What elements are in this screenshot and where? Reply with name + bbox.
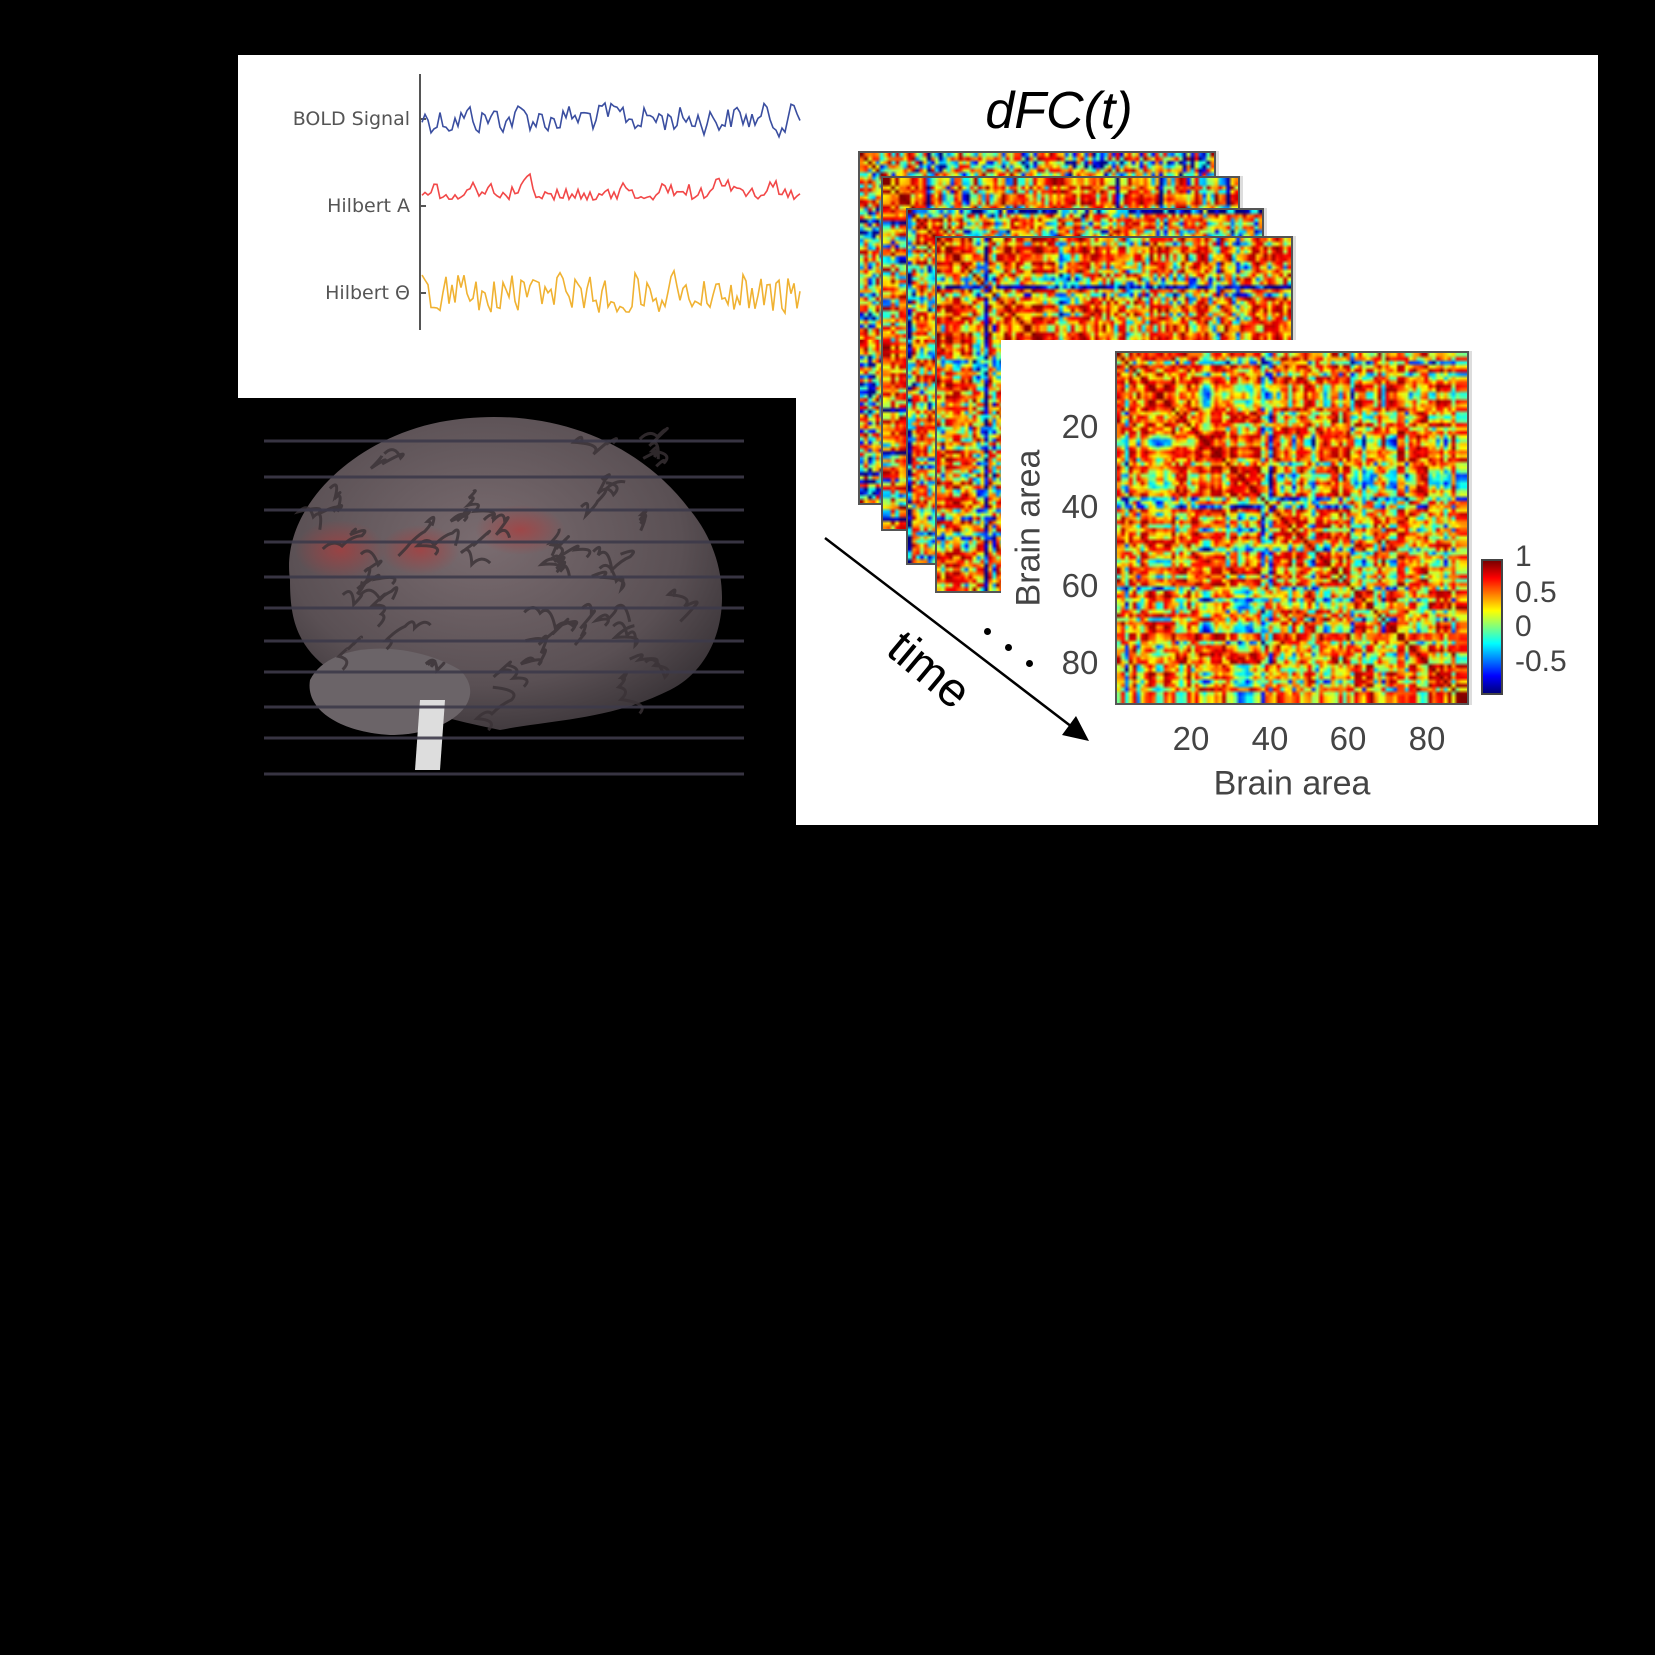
y-tick: 60 — [1061, 567, 1099, 604]
colorbar — [1481, 559, 1503, 695]
x-tick: 80 — [1408, 720, 1446, 757]
y-tick: 40 — [1061, 488, 1099, 525]
x-tick: 60 — [1329, 720, 1367, 757]
colorbar-tick: 0 — [1515, 610, 1532, 643]
slice-lines — [264, 439, 744, 776]
ellipsis-dot — [1026, 660, 1033, 667]
y-tick: 80 — [1061, 644, 1099, 681]
x-tick: 40 — [1251, 720, 1289, 757]
hilbert-phase-trace — [421, 268, 801, 316]
x-tick: 20 — [1172, 720, 1210, 757]
bold-signal-trace — [421, 101, 801, 139]
hilbert-amplitude-trace — [421, 172, 801, 202]
signal-traces — [419, 74, 801, 330]
x-axis-label: Brain area — [1213, 764, 1371, 803]
ellipsis-dot — [984, 628, 991, 635]
y-tick: 20 — [1061, 408, 1099, 445]
ellipsis-dot — [1005, 644, 1012, 651]
hilbert-a-label: Hilbert A — [327, 195, 410, 217]
hilbert-theta-label: Hilbert Θ — [325, 282, 410, 304]
brain-image — [264, 416, 744, 776]
y-axis-label: Brain area — [1009, 449, 1048, 607]
dfc-matrix-main — [1115, 351, 1469, 705]
colorbar-tick: -0.5 — [1515, 645, 1567, 678]
dfc-title: dFC(t) — [985, 82, 1133, 140]
colorbar-tick: 0.5 — [1515, 576, 1557, 609]
colorbar-tick: 1 — [1515, 540, 1532, 573]
bold-signal-label: BOLD Signal — [292, 108, 410, 130]
